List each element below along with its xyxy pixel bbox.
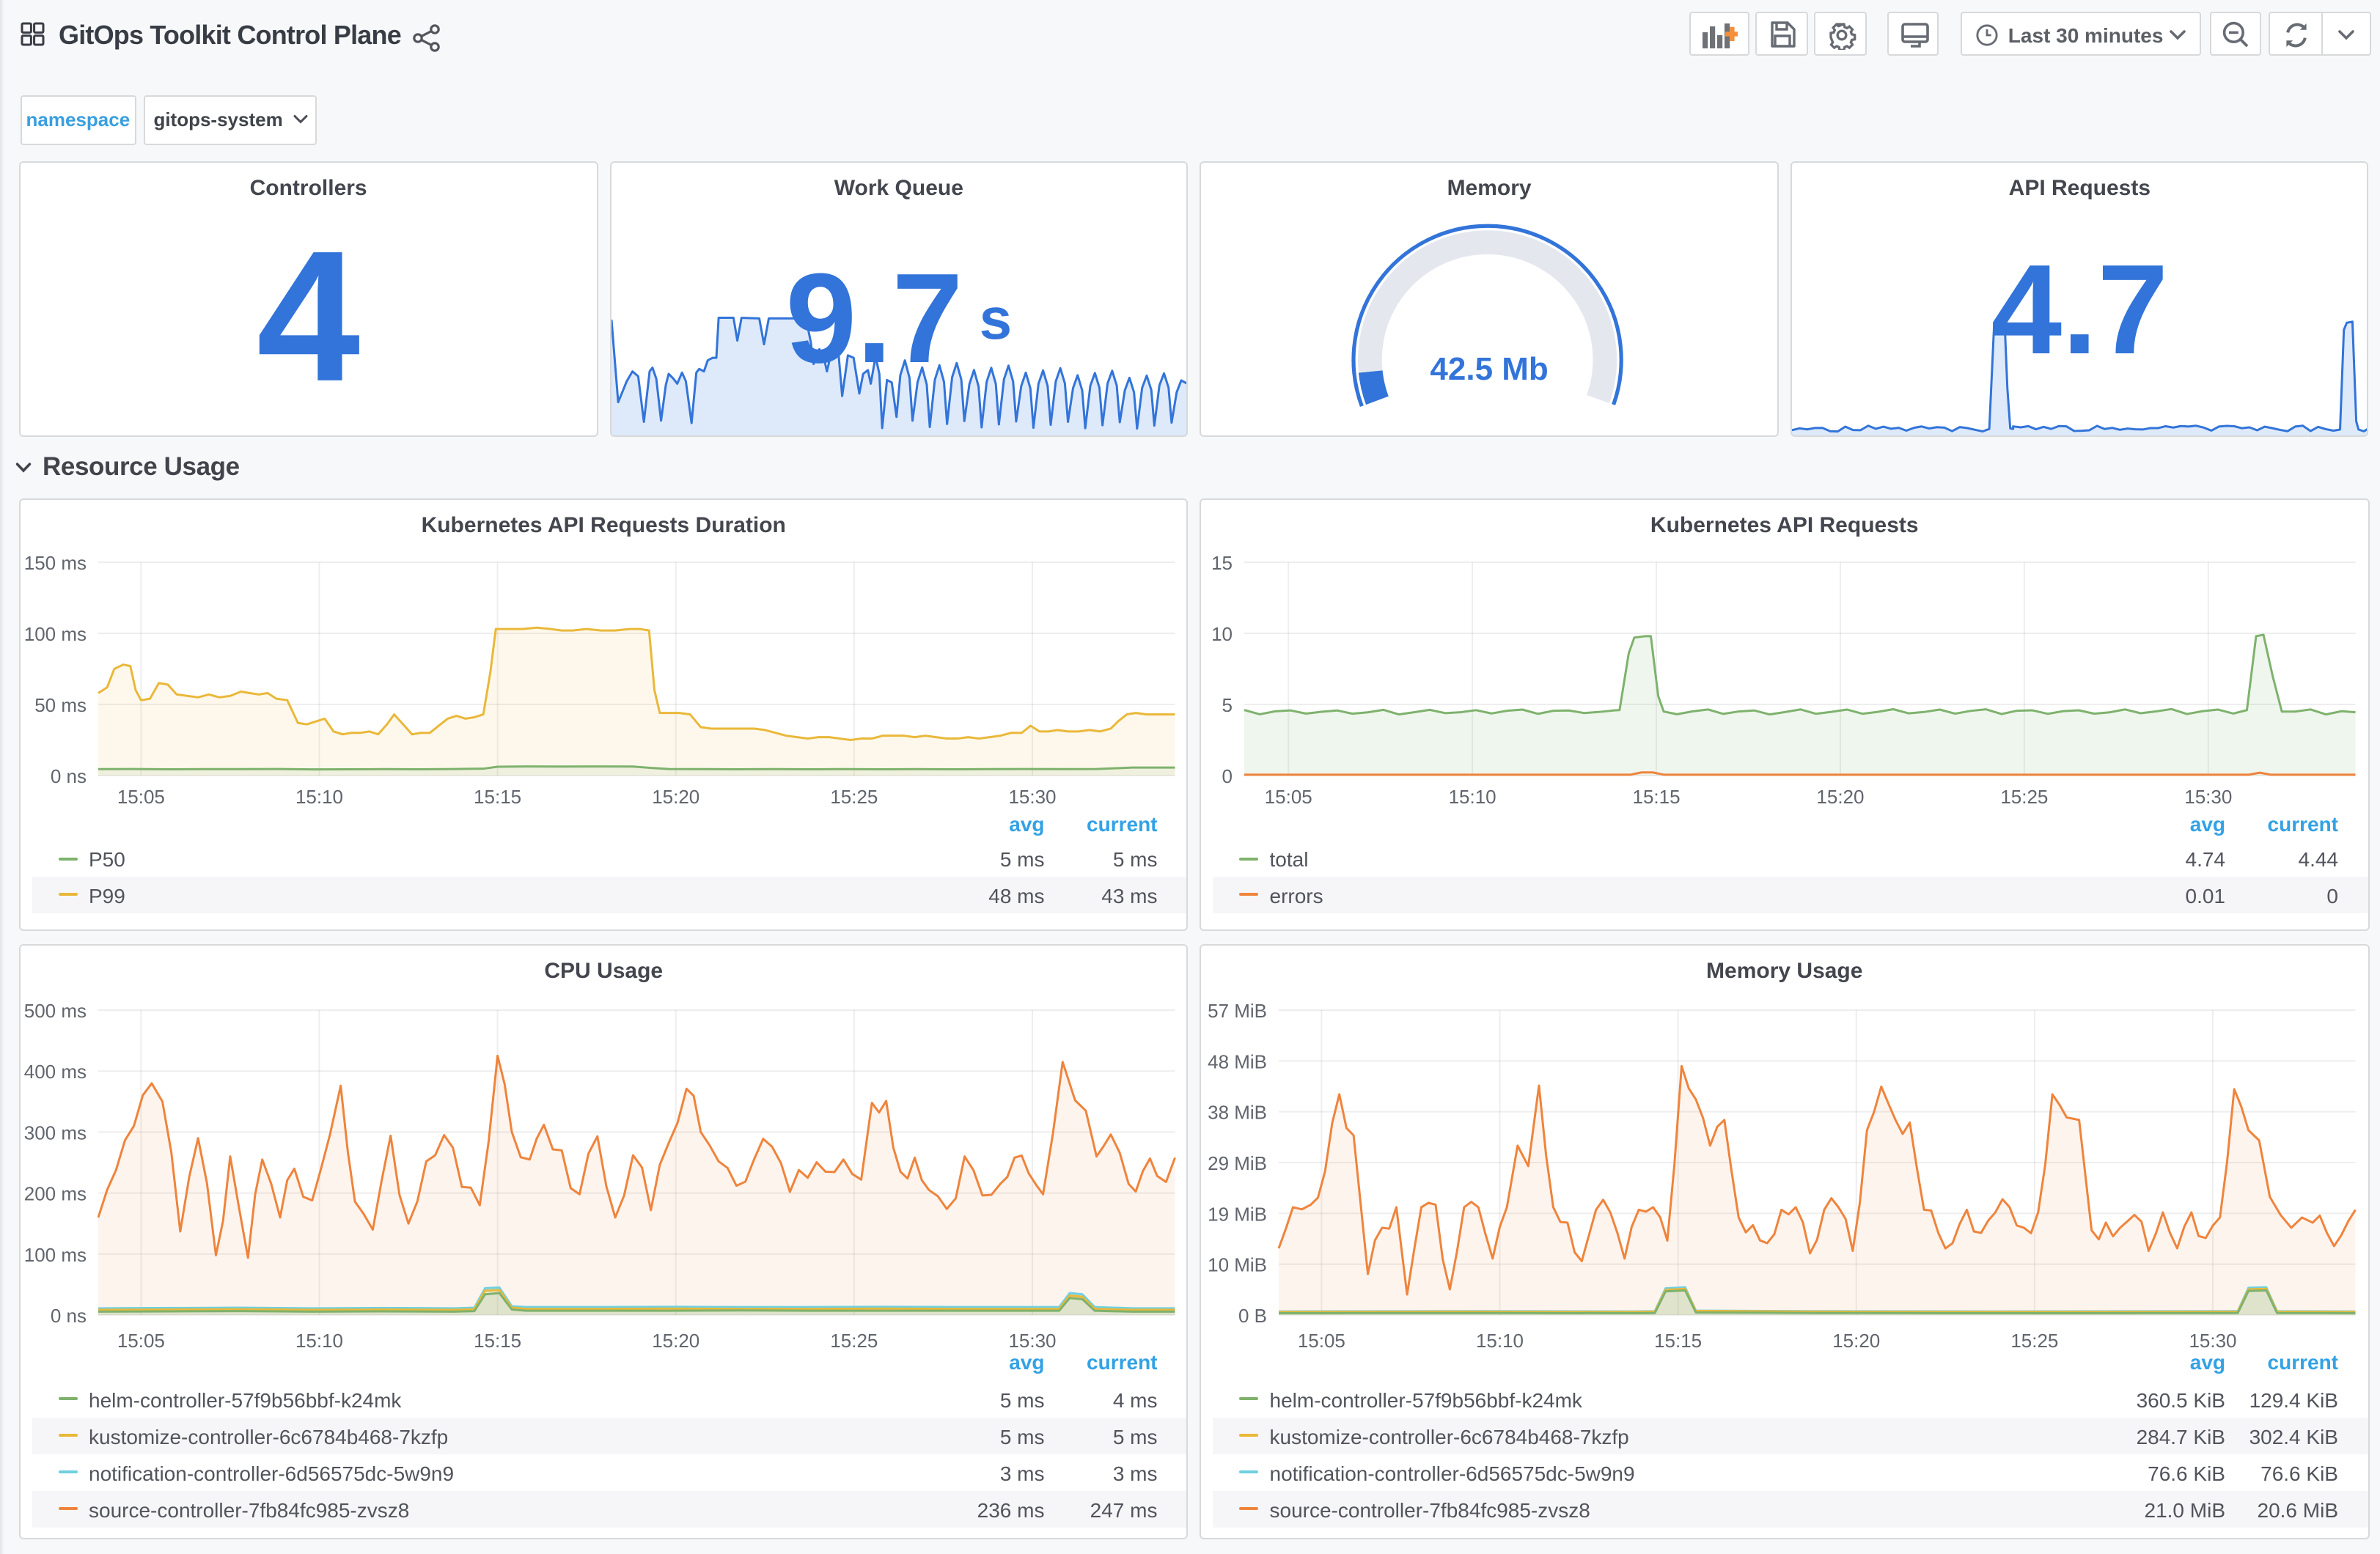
svg-text:15:05: 15:05 <box>117 1329 165 1351</box>
svg-text:15: 15 <box>1212 551 1233 573</box>
svg-text:15:10: 15:10 <box>1449 785 1496 807</box>
svg-text:15:30: 15:30 <box>1008 785 1056 807</box>
svg-text:500 ms: 500 ms <box>24 999 87 1021</box>
svg-text:15:25: 15:25 <box>2011 1329 2059 1351</box>
svg-text:300 ms: 300 ms <box>24 1121 87 1143</box>
svg-text:100 ms: 100 ms <box>24 622 87 644</box>
svg-text:15:05: 15:05 <box>1265 785 1312 807</box>
svg-text:19 MiB: 19 MiB <box>1208 1202 1268 1224</box>
svg-text:15:20: 15:20 <box>1817 785 1865 807</box>
svg-text:400 ms: 400 ms <box>24 1060 87 1082</box>
svg-text:0 ns: 0 ns <box>51 1304 87 1326</box>
svg-text:15:15: 15:15 <box>1655 1329 1703 1351</box>
svg-text:15:20: 15:20 <box>652 785 699 807</box>
svg-text:15:15: 15:15 <box>474 1329 521 1351</box>
svg-text:15:30: 15:30 <box>2189 1329 2237 1351</box>
svg-text:15:15: 15:15 <box>474 785 521 807</box>
svg-text:10 MiB: 10 MiB <box>1208 1253 1268 1275</box>
svg-text:15:20: 15:20 <box>652 1329 699 1351</box>
svg-text:15:25: 15:25 <box>830 785 878 807</box>
svg-text:0 B: 0 B <box>1238 1304 1267 1326</box>
svg-text:15:10: 15:10 <box>295 785 343 807</box>
svg-text:57 MiB: 57 MiB <box>1208 999 1268 1021</box>
svg-text:15:30: 15:30 <box>2185 785 2233 807</box>
svg-text:10: 10 <box>1212 622 1233 644</box>
svg-text:15:05: 15:05 <box>117 785 165 807</box>
svg-text:15:20: 15:20 <box>1833 1329 1881 1351</box>
svg-text:38 MiB: 38 MiB <box>1208 1101 1268 1123</box>
svg-text:15:30: 15:30 <box>1008 1329 1056 1351</box>
svg-text:29 MiB: 29 MiB <box>1208 1152 1268 1174</box>
svg-text:48 MiB: 48 MiB <box>1208 1050 1268 1072</box>
svg-text:200 ms: 200 ms <box>24 1182 87 1204</box>
svg-text:15:25: 15:25 <box>2001 785 2049 807</box>
svg-text:150 ms: 150 ms <box>24 551 87 573</box>
svg-text:100 ms: 100 ms <box>24 1243 87 1265</box>
svg-text:15:05: 15:05 <box>1298 1329 1345 1351</box>
svg-text:15:15: 15:15 <box>1633 785 1681 807</box>
svg-text:5: 5 <box>1222 693 1233 715</box>
svg-text:0 ns: 0 ns <box>51 765 87 787</box>
svg-text:50 ms: 50 ms <box>34 693 87 715</box>
svg-text:0: 0 <box>1222 765 1233 787</box>
svg-text:15:10: 15:10 <box>295 1329 343 1351</box>
svg-text:15:25: 15:25 <box>830 1329 878 1351</box>
svg-text:15:10: 15:10 <box>1476 1329 1524 1351</box>
